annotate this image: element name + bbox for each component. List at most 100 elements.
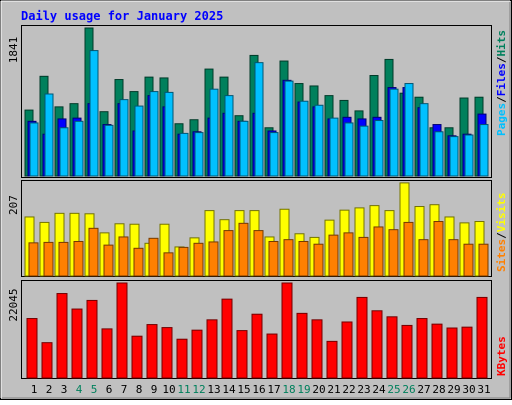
- legend-entry: /: [495, 96, 508, 103]
- kbytes-bar: [26, 318, 38, 379]
- sites-bar: [403, 221, 414, 277]
- x-tick-label: 17: [267, 383, 280, 396]
- hits-files-pages-bars: [24, 27, 489, 177]
- x-tick-label: 15: [237, 383, 250, 396]
- x-tick-label: 4: [76, 383, 83, 396]
- sites-bar: [478, 243, 489, 277]
- sites-bar: [58, 241, 69, 277]
- kbytes-bar: [131, 335, 143, 379]
- x-tick-label: 2: [46, 383, 53, 396]
- x-tick-label: 23: [357, 383, 370, 396]
- pages-bar: [344, 122, 354, 177]
- pages-bar: [464, 134, 474, 177]
- kbytes-bar: [326, 340, 338, 379]
- legend-entry: Visits: [495, 193, 508, 233]
- sites-bar: [223, 230, 234, 277]
- legend-entry: KBytes: [495, 336, 508, 376]
- kbytes-bar: [296, 312, 308, 379]
- x-tick-label: 12: [192, 383, 205, 396]
- kbytes-bar: [401, 324, 413, 379]
- pages-bar: [404, 83, 414, 177]
- sites-bar: [268, 240, 279, 277]
- panel-frame: [21, 180, 492, 277]
- x-tick-label: 31: [477, 383, 490, 396]
- sites-bar: [328, 234, 339, 277]
- kbytes-bar: [356, 296, 368, 379]
- legend-kbytes: KBytes: [495, 336, 508, 376]
- kbytes-bar: [416, 318, 428, 379]
- kbytes-bars: [26, 282, 488, 379]
- x-axis-day-labels: 1 2 3 4 5 6 7 8 9 10 11 12 13 14 15 16 17 18 19 20 21 22 23 24 2…: [31, 383, 491, 396]
- legend-entry: /: [495, 232, 508, 239]
- legend-sites-visits: Sites/Visits: [495, 193, 508, 273]
- panel-visits-sites: 207 Sites/Visits: [7, 180, 508, 277]
- sites-bar: [193, 242, 204, 277]
- pages-bar: [149, 91, 159, 177]
- pages-bar: [254, 62, 264, 177]
- sites-bar: [298, 240, 309, 277]
- x-tick-label: 22: [342, 383, 355, 396]
- kbytes-bar: [461, 326, 473, 379]
- legend-entry: Hits: [495, 30, 508, 57]
- x-tick-label: 11: [177, 383, 190, 396]
- legend-entry: Pages: [495, 103, 508, 136]
- x-tick-label: 7: [121, 383, 128, 396]
- sites-bar: [448, 239, 459, 277]
- sites-bar: [283, 239, 294, 277]
- kbytes-bar: [341, 321, 353, 379]
- sites-bar: [118, 236, 129, 277]
- kbytes-bar: [161, 327, 173, 379]
- sites-bar: [388, 229, 399, 277]
- legend-entry: Sites: [495, 239, 508, 272]
- sites-bar: [208, 241, 219, 277]
- kbytes-bar: [176, 338, 188, 379]
- pages-bar: [119, 99, 129, 177]
- sites-bar: [373, 226, 384, 277]
- kbytes-bar: [56, 293, 68, 379]
- x-tick-label: 26: [402, 383, 415, 396]
- sites-bar: [433, 221, 444, 277]
- sites-bar: [133, 247, 144, 277]
- x-tick-label: 30: [462, 383, 475, 396]
- sites-bar: [103, 244, 114, 277]
- pages-bar: [374, 120, 384, 177]
- pages-bar: [284, 80, 294, 177]
- pages-bar: [449, 136, 459, 177]
- kbytes-bar: [41, 342, 53, 379]
- x-tick-label: 24: [372, 383, 386, 396]
- pages-bar: [59, 127, 69, 177]
- kbytes-bar: [221, 298, 233, 379]
- pages-bar: [44, 93, 54, 177]
- pages-bar: [239, 120, 249, 177]
- x-tick-label: 14: [222, 383, 236, 396]
- chart-title: Daily usage for January 2025: [21, 9, 223, 23]
- max-label-kbytes: 22045: [7, 288, 20, 321]
- pages-bar: [224, 95, 234, 177]
- kbytes-bar: [206, 319, 218, 379]
- x-tick-label: 19: [297, 383, 310, 396]
- kbytes-bar: [386, 316, 398, 379]
- pages-bar: [419, 103, 429, 177]
- sites-bar: [418, 239, 429, 277]
- x-tick-label: 13: [207, 383, 220, 396]
- x-tick-label: 18: [282, 383, 295, 396]
- pages-bar: [329, 117, 339, 177]
- pages-bar: [269, 132, 279, 177]
- visits-sites-bars: [24, 182, 489, 277]
- kbytes-bar: [116, 282, 128, 379]
- x-tick-label: 16: [252, 383, 265, 396]
- kbytes-bar: [191, 329, 203, 379]
- pages-bar: [314, 104, 324, 177]
- kbytes-bar: [431, 323, 443, 379]
- kbytes-bar: [71, 308, 83, 379]
- pages-bar: [164, 91, 174, 177]
- pages-bar: [359, 125, 369, 177]
- sites-bar: [28, 242, 39, 277]
- kbytes-bar: [446, 327, 458, 379]
- kbytes-bar: [266, 333, 278, 379]
- x-tick-label: 10: [162, 383, 175, 396]
- pages-bar: [134, 105, 144, 177]
- panel-kbytes: 22045 KBytes: [7, 280, 508, 379]
- kbytes-bar: [86, 299, 98, 379]
